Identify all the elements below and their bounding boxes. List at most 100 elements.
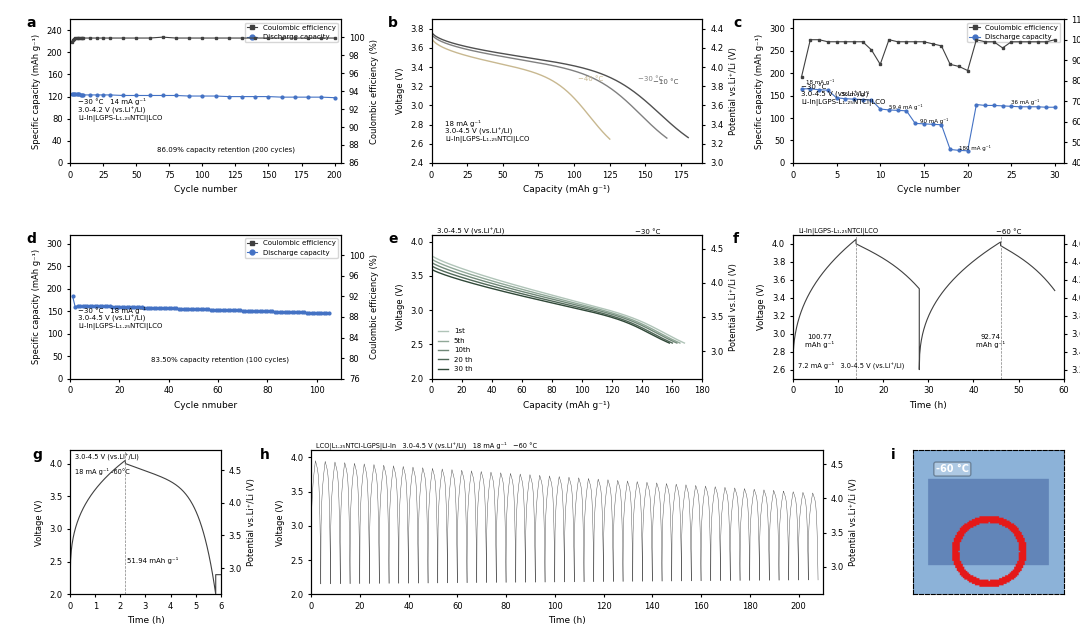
Y-axis label: Potential vs.Li⁺/Li (V): Potential vs.Li⁺/Li (V) [729, 263, 738, 351]
Text: −30 °C   14 mA g⁻¹
3.0-4.2 V (vs.Li⁺/Li)
Li-In|LGPS-L₁.₂₅NTCl|LCO: −30 °C 14 mA g⁻¹ 3.0-4.2 V (vs.Li⁺/Li) L… [79, 98, 163, 121]
10th [435, 263, 448, 271]
Y-axis label: Voltage (V): Voltage (V) [35, 499, 44, 546]
Y-axis label: Specific capacity (mAh g⁻¹): Specific capacity (mAh g⁻¹) [32, 33, 41, 149]
10th [490, 281, 503, 289]
5th [426, 255, 438, 263]
Line: 20 th: 20 th [432, 266, 673, 343]
X-axis label: Cycle number: Cycle number [896, 185, 960, 194]
Line: 10th: 10th [432, 262, 677, 343]
30 th [440, 272, 453, 279]
Text: e: e [388, 232, 397, 246]
Text: 3.0-4.5 V (vs.Li⁺/Li): 3.0-4.5 V (vs.Li⁺/Li) [437, 227, 504, 235]
Line: 30 th: 30 th [432, 269, 670, 343]
Text: a: a [27, 17, 37, 30]
Text: 18 mA g⁻¹ -60°C: 18 mA g⁻¹ -60°C [75, 468, 130, 475]
Y-axis label: Voltage (V): Voltage (V) [396, 68, 405, 114]
Text: 59.4 mA g⁻¹: 59.4 mA g⁻¹ [889, 104, 922, 110]
Text: 18 mA g⁻¹: 18 mA g⁻¹ [806, 79, 834, 86]
5th [491, 279, 504, 286]
X-axis label: Capacity (mAh g⁻¹): Capacity (mAh g⁻¹) [524, 185, 610, 194]
Legend: Coulombic efficiency, Discharge capacity: Coulombic efficiency, Discharge capacity [245, 238, 338, 258]
5th [435, 260, 448, 268]
10th [426, 258, 438, 266]
Text: d: d [27, 232, 37, 246]
20 th [470, 278, 483, 286]
Text: 7.2 mA g⁻¹   3.0-4.5 V (vs.Li⁺/Li): 7.2 mA g⁻¹ 3.0-4.5 V (vs.Li⁺/Li) [798, 361, 905, 369]
Legend: Coulombic efficiency, Discharge capacity: Coulombic efficiency, Discharge capacity [968, 22, 1061, 42]
30 th [663, 339, 676, 347]
1st [441, 259, 454, 267]
1st [426, 252, 438, 259]
Text: -60 °C: -60 °C [936, 464, 969, 474]
20 th [646, 329, 659, 337]
20 th [653, 334, 666, 341]
Y-axis label: Specific capacity (mAh g⁻¹): Specific capacity (mAh g⁻¹) [32, 249, 41, 364]
Y-axis label: Potential vs.Li⁺/Li (V): Potential vs.Li⁺/Li (V) [729, 47, 738, 135]
Text: −40 °C: −40 °C [579, 75, 604, 82]
10th [440, 265, 453, 273]
5th [674, 339, 687, 347]
Legend: 1st, 5th, 10th, 20 th, 30 th: 1st, 5th, 10th, 20 th, 30 th [435, 326, 475, 375]
1st [492, 277, 505, 284]
Text: 3.0-4.5 V (vs.Li⁺/Li): 3.0-4.5 V (vs.Li⁺/Li) [75, 454, 138, 461]
1st [472, 270, 485, 278]
Y-axis label: Coulombic efficiency (%): Coulombic efficiency (%) [370, 38, 379, 144]
10th [658, 334, 671, 341]
5th [652, 328, 665, 336]
Text: 36 mA g⁻¹: 36 mA g⁻¹ [841, 91, 869, 96]
Text: 83.50% capacity retention (100 cycles): 83.50% capacity retention (100 cycles) [151, 357, 289, 363]
Line: 5th: 5th [432, 259, 680, 343]
Text: −30 °C
3.0-4.5 V (vs.Li⁺/Li)
Li-In|LGPS-L₁.₂₅NTCl|LCO: −30 °C 3.0-4.5 V (vs.Li⁺/Li) Li-In|LGPS-… [801, 84, 886, 106]
Y-axis label: Voltage (V): Voltage (V) [275, 499, 285, 546]
20 th [440, 268, 453, 276]
Text: −10 °C: −10 °C [652, 79, 678, 86]
30 th [643, 329, 656, 337]
X-axis label: Cycle nmuber: Cycle nmuber [174, 401, 238, 410]
X-axis label: Time (h): Time (h) [909, 401, 947, 410]
Y-axis label: Potential vs.Li⁺/Li (V): Potential vs.Li⁺/Li (V) [247, 479, 256, 566]
X-axis label: Capacity (mAh g⁻¹): Capacity (mAh g⁻¹) [524, 401, 610, 410]
Text: f: f [733, 232, 739, 246]
5th [471, 273, 484, 281]
Y-axis label: Coulombic efficiency (%): Coulombic efficiency (%) [370, 254, 379, 359]
Text: c: c [733, 17, 742, 30]
Text: i: i [891, 447, 895, 461]
Text: 36 mA g⁻¹: 36 mA g⁻¹ [1011, 98, 1040, 105]
Text: Li-In|LGPS-L₁.₂₅NTCl|LCO: Li-In|LGPS-L₁.₂₅NTCl|LCO [798, 228, 878, 235]
1st [435, 257, 448, 265]
Text: −30 °C: −30 °C [635, 229, 660, 235]
Text: LCO|L₁.₂₅NTCl-LGPS|Li-In   3.0-4.5 V (vs.Li⁺/Li)   18 mA g⁻¹   −60 °C: LCO|L₁.₂₅NTCl-LGPS|Li-In 3.0-4.5 V (vs.L… [316, 442, 538, 450]
Text: g: g [32, 447, 42, 461]
Y-axis label: Voltage (V): Voltage (V) [757, 284, 766, 330]
X-axis label: Time (h): Time (h) [126, 617, 164, 626]
20 th [489, 283, 502, 291]
5th [440, 262, 453, 270]
10th [649, 329, 662, 337]
30 th [651, 334, 664, 341]
Text: −30 °C: −30 °C [638, 75, 664, 82]
X-axis label: Cycle number: Cycle number [174, 185, 238, 194]
Text: 51.94 mAh g⁻¹: 51.94 mAh g⁻¹ [127, 557, 178, 564]
1st [657, 328, 670, 336]
Text: −30 °C   18 mA g⁻¹
3.0-4.5 V (vs.Li⁺/Li)
Li-In|LGPS-L₁.₂₅NTCl|LCO: −30 °C 18 mA g⁻¹ 3.0-4.5 V (vs.Li⁺/Li) L… [79, 307, 163, 330]
30 th [434, 270, 447, 277]
Text: 100.77
mAh g⁻¹: 100.77 mAh g⁻¹ [806, 334, 835, 348]
Text: 90 mA g⁻¹: 90 mA g⁻¹ [919, 118, 948, 123]
X-axis label: Time (h): Time (h) [549, 617, 585, 626]
10th [471, 275, 484, 283]
Text: 18 mA g⁻¹
3.0-4.5 V (vs.Li⁺/Li)
Li-In|LGPS-L₁.₂₅NTCl|LCO: 18 mA g⁻¹ 3.0-4.5 V (vs.Li⁺/Li) Li-In|LG… [445, 120, 529, 143]
Text: b: b [388, 17, 399, 30]
Legend: Coulombic efficiency, Discharge capacity: Coulombic efficiency, Discharge capacity [245, 22, 338, 42]
30 th [469, 281, 482, 288]
20 th [426, 262, 438, 270]
Text: 180 mA g⁻¹: 180 mA g⁻¹ [959, 145, 990, 151]
20 th [666, 339, 679, 347]
Text: h: h [260, 447, 270, 461]
5th [661, 333, 674, 341]
1st [678, 339, 691, 347]
Text: 92.74
mAh g⁻¹: 92.74 mAh g⁻¹ [976, 334, 1005, 348]
1st [665, 333, 678, 341]
20 th [435, 266, 448, 274]
Y-axis label: Voltage (V): Voltage (V) [396, 284, 405, 330]
30 th [488, 286, 501, 293]
